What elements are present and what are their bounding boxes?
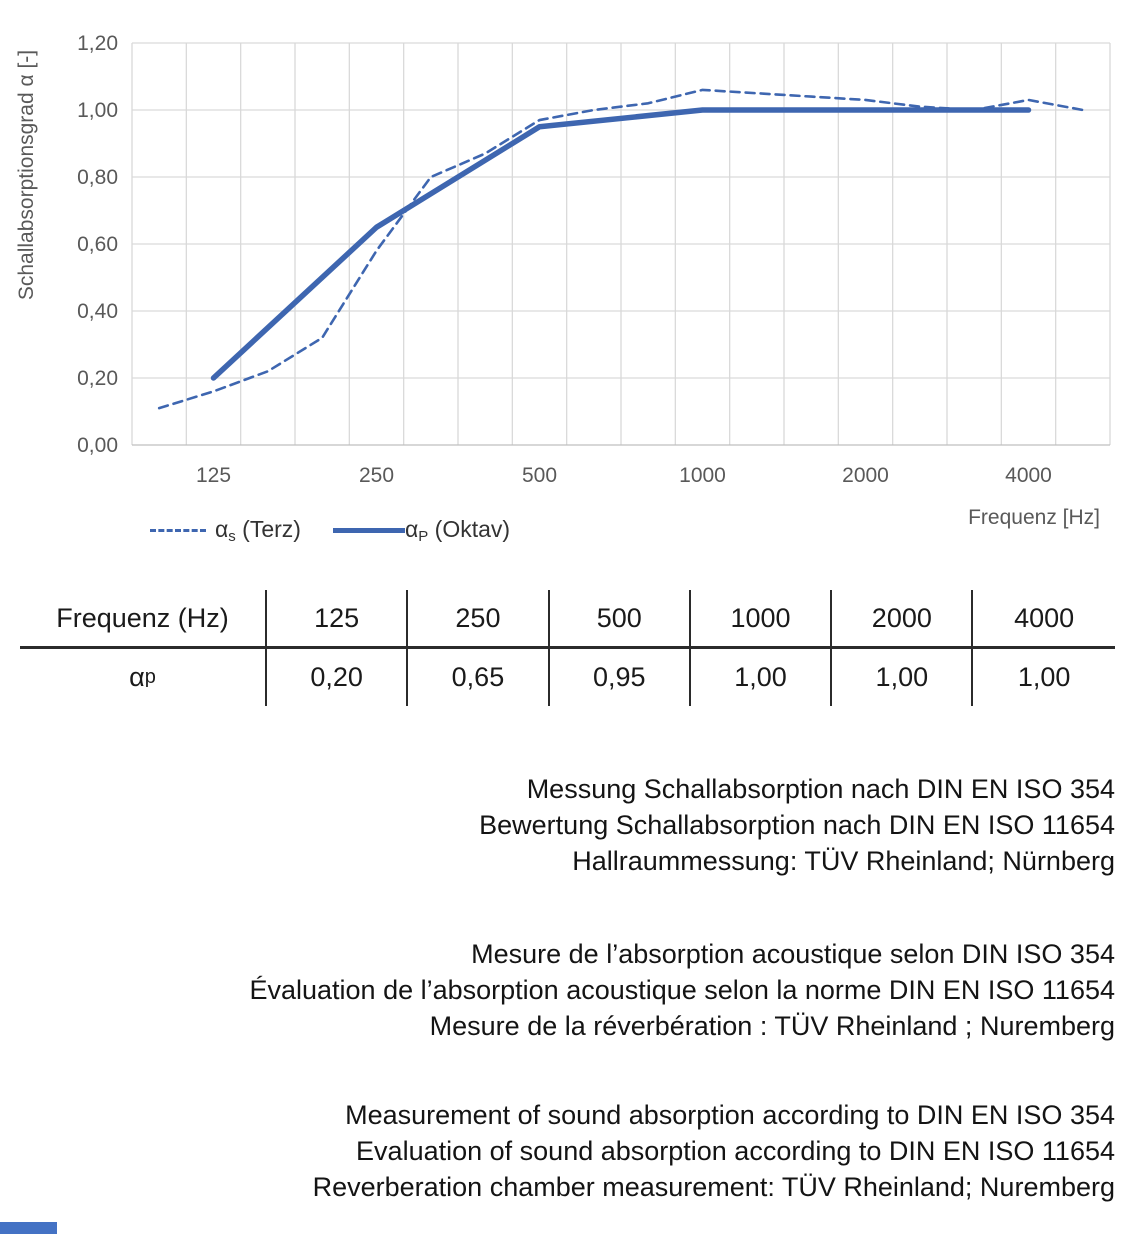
svg-text:0,40: 0,40: [77, 300, 118, 323]
notes-english: Measurement of sound absorption accordin…: [0, 1097, 1115, 1205]
y-axis-title: Schallabsorptionsgrad α [-]: [15, 50, 38, 300]
table-header-cell: 2000: [832, 590, 974, 646]
note-line: Hallraummessung: TÜV Rheinland; Nürnberg: [572, 846, 1115, 876]
table-value-cell: 0,65: [408, 649, 550, 706]
note-line: Evaluation of sound absorption according…: [356, 1136, 1115, 1166]
table-value-cell: 1,00: [691, 649, 833, 706]
x-axis-tick-labels: 125 250 500 1000 2000 4000: [196, 464, 1052, 487]
table-header-cell: Frequenz (Hz): [20, 590, 267, 646]
svg-text:125: 125: [196, 464, 231, 487]
table-value-cell: 0,20: [267, 649, 409, 706]
note-line: Mesure de la réverbération : TÜV Rheinla…: [429, 1011, 1115, 1041]
note-line: Reverberation chamber measurement: TÜV R…: [312, 1172, 1115, 1202]
series-alpha-s-third-octave-line: [157, 88, 1085, 410]
table-header-cell: 4000: [1014, 602, 1075, 633]
y-axis-tick-labels: 0,00 0,20 0,40 0,60 0,80 1,00 1,20: [77, 32, 118, 457]
table-value-cell: 1,00: [832, 649, 974, 706]
svg-text:0,20: 0,20: [77, 367, 118, 390]
table-header-cell: 250: [408, 590, 550, 646]
note-line: Measurement of sound absorption accordin…: [345, 1100, 1115, 1130]
svg-text:1000: 1000: [679, 464, 726, 487]
note-line: Messung Schallabsorption nach DIN EN ISO…: [526, 774, 1115, 804]
note-line: Mesure de l’absorption acoustique selon …: [471, 939, 1115, 969]
x-axis-title: Frequenz [Hz]: [968, 506, 1100, 529]
table-value-cell: 0,95: [550, 649, 691, 706]
footer-accent-bar: [0, 1222, 57, 1234]
table-value-cell: 1,00: [1017, 662, 1071, 692]
chart-legend: αs (Terz) αP (Oktav): [150, 516, 510, 545]
chart-gridlines: [131, 42, 1111, 446]
svg-text:250: 250: [359, 464, 394, 487]
legend-dashed-line-sample: [150, 529, 206, 532]
svg-text:0,00: 0,00: [77, 434, 118, 457]
svg-text:1,00: 1,00: [77, 99, 118, 122]
note-line: Évaluation de l’absorption acoustique se…: [249, 975, 1115, 1005]
notes-french: Mesure de l’absorption acoustique selon …: [0, 936, 1115, 1044]
legend-solid-line-sample: [332, 528, 405, 533]
table-header-cell: 125: [267, 590, 409, 646]
svg-text:2000: 2000: [842, 464, 889, 487]
svg-text:500: 500: [522, 464, 557, 487]
svg-text:4000: 4000: [1005, 464, 1052, 487]
table-header-cell: 1000: [691, 590, 833, 646]
absorption-chart-svg: 0,00 0,20 0,40 0,60 0,80 1,00 1,20 125 250 500 100…: [15, 32, 1111, 487]
table-header-cell: 500: [550, 590, 691, 646]
legend-label-terz: αs (Terz): [215, 516, 301, 545]
svg-text:0,80: 0,80: [77, 166, 118, 189]
svg-text:0,60: 0,60: [77, 233, 118, 256]
legend-label-oktav: αP (Oktav): [404, 516, 511, 545]
series-alpha-p-octave-line: [210, 107, 1032, 381]
notes-german: Messung Schallabsorption nach DIN EN ISO…: [0, 771, 1115, 879]
svg-text:1,20: 1,20: [77, 32, 118, 55]
table-header-row: Frequenz (Hz) 125 250 500 1000 2000 4000: [20, 590, 1115, 649]
frequency-table: Frequenz (Hz) 125 250 500 1000 2000 4000…: [20, 590, 1115, 706]
absorption-chart: 0,00 0,20 0,40 0,60 0,80 1,00 1,20 125 250 500 100…: [0, 0, 1135, 560]
note-line: Bewertung Schallabsorption nach DIN EN I…: [479, 810, 1115, 840]
